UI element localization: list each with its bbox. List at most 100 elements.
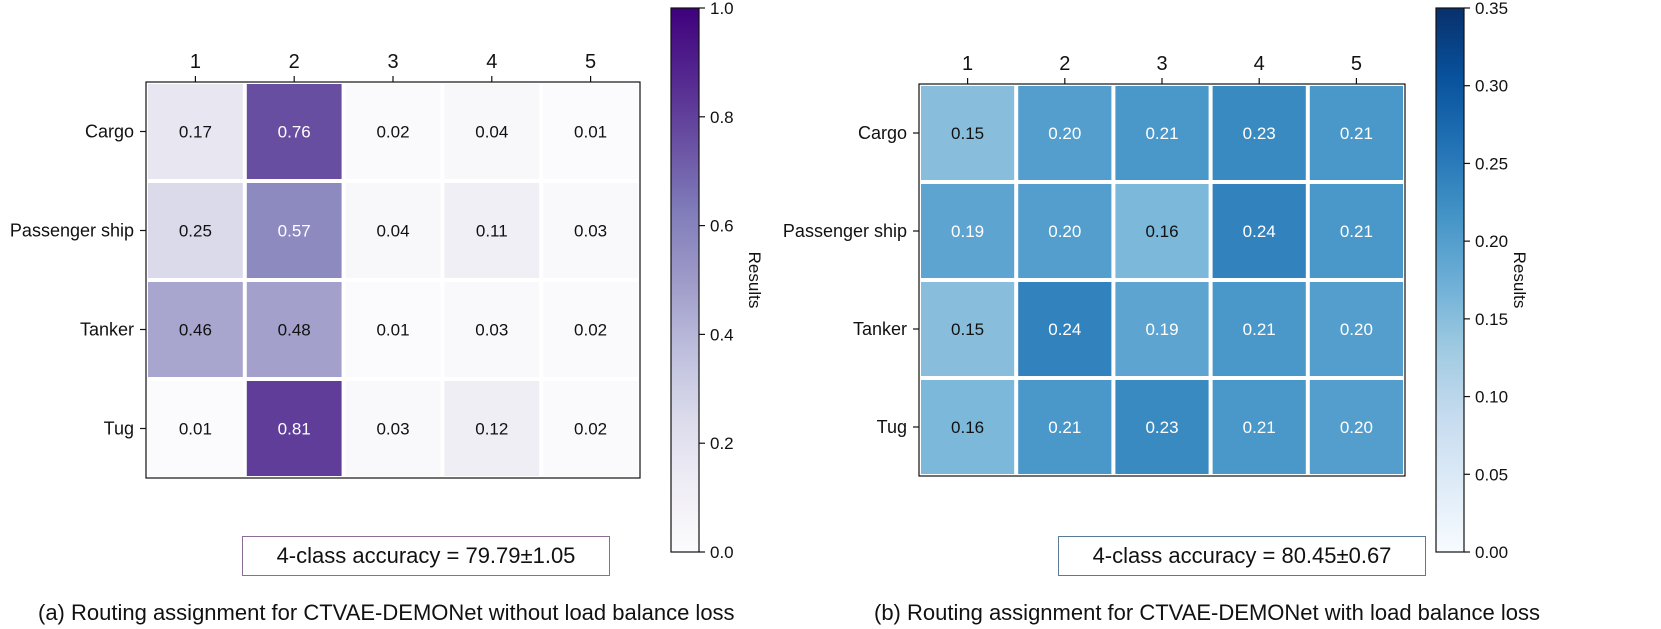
cell-value-label: 0.15 — [951, 320, 984, 339]
heatmap-cell — [1115, 282, 1209, 376]
row-tick-label: Tug — [104, 419, 134, 439]
heatmap-cell — [1018, 184, 1112, 278]
colorbar-tick-label: 0.00 — [1475, 543, 1508, 562]
heatmap-cell — [148, 282, 243, 377]
cell-value-label: 0.15 — [951, 124, 984, 143]
caption-b: (b) Routing assignment for CTVAE-DEMONet… — [874, 600, 1540, 625]
cell-value-label: 0.16 — [1145, 222, 1178, 241]
colorbar-tick-label: 0.0 — [710, 543, 734, 562]
heatmap-cell — [1212, 86, 1306, 180]
row-tick-label: Tanker — [80, 320, 134, 340]
colorbar-tick-label: 0.2 — [710, 434, 734, 453]
cell-value-label: 0.19 — [951, 222, 984, 241]
heatmap-cell — [1309, 380, 1403, 474]
cell-value-label: 0.21 — [1340, 124, 1373, 143]
cell-value-label: 0.02 — [376, 123, 409, 142]
cell-value-label: 0.57 — [278, 222, 311, 241]
cell-value-label: 0.21 — [1243, 320, 1276, 339]
heatmap-cell — [246, 84, 342, 179]
heatmap-cell — [1212, 184, 1306, 278]
heatmap-cell — [543, 183, 638, 278]
column-tick-label: 5 — [1351, 53, 1362, 75]
cell-value-label: 0.17 — [179, 123, 212, 142]
cell-value-label: 0.03 — [574, 222, 607, 241]
colorbar-label: Results — [745, 252, 764, 309]
heatmap-cell — [148, 183, 243, 278]
heatmap-cell — [345, 84, 441, 179]
cell-value-label: 0.20 — [1048, 124, 1081, 143]
colorbar — [670, 7, 700, 553]
heatmap-cell — [1115, 86, 1209, 180]
heatmap-cell — [1309, 86, 1403, 180]
heatmap-panel-a: 0.17 0.76 0.02 0.04 0.010.25 0.57 0.04 0.11 0.03… — [10, 0, 764, 562]
column-tick-label: 1 — [962, 53, 973, 75]
heatmap-cell — [444, 381, 540, 476]
column-tick-label: 1 — [190, 51, 201, 73]
cell-value-label: 0.20 — [1048, 222, 1081, 241]
cell-value-label: 0.20 — [1340, 320, 1373, 339]
colorbar-tick-label: 0.15 — [1475, 310, 1508, 329]
cell-value-label: 0.01 — [179, 420, 212, 439]
caption-a: (a) Routing assignment for CTVAE-DEMONet… — [38, 600, 735, 625]
cell-value-label: 0.02 — [574, 321, 607, 340]
colorbar-tick-label: 0.4 — [710, 325, 734, 344]
heatmap-cell — [148, 381, 243, 476]
cell-value-label: 0.01 — [574, 123, 607, 142]
cell-value-label: 0.48 — [278, 321, 311, 340]
cell-value-label: 0.21 — [1048, 418, 1081, 437]
cell-value-label: 0.20 — [1340, 418, 1373, 437]
row-tick-label: Tug — [877, 417, 907, 437]
cell-value-label: 0.46 — [179, 321, 212, 340]
cell-value-label: 0.81 — [278, 420, 311, 439]
heatmap-cell — [246, 282, 342, 377]
heatmap-cell — [543, 84, 638, 179]
column-tick-label: 5 — [585, 51, 596, 73]
row-tick-label: Tanker — [853, 319, 907, 339]
heatmap-cell — [1018, 86, 1112, 180]
colorbar-tick-label: 0.8 — [710, 108, 734, 127]
heatmap-cell — [921, 380, 1015, 474]
cell-value-label: 0.25 — [179, 222, 212, 241]
cell-value-label: 0.04 — [475, 123, 508, 142]
colorbar — [1435, 7, 1465, 553]
colorbar-label: Results — [1510, 252, 1529, 309]
column-tick-label: 3 — [387, 51, 398, 73]
column-tick-label: 4 — [486, 51, 497, 73]
row-tick-label: Cargo — [85, 122, 134, 142]
heatmap-cell — [1309, 184, 1403, 278]
cell-value-label: 0.23 — [1243, 124, 1276, 143]
accuracy-annotation-b: 4-class accuracy = 80.45±0.67 — [1058, 536, 1426, 576]
heatmap-cell — [1018, 380, 1112, 474]
column-tick-label: 4 — [1254, 53, 1265, 75]
colorbar-tick-label: 1.0 — [710, 0, 734, 18]
cell-value-label: 0.21 — [1340, 222, 1373, 241]
heatmap-cell — [543, 381, 638, 476]
colorbar-tick-label: 0.05 — [1475, 465, 1508, 484]
cell-value-label: 0.24 — [1048, 320, 1081, 339]
heatmap-cell — [1309, 282, 1403, 376]
cell-value-label: 0.23 — [1145, 418, 1178, 437]
heatmap-cell — [444, 282, 540, 377]
cell-value-label: 0.03 — [475, 321, 508, 340]
cell-value-label: 0.76 — [278, 123, 311, 142]
heatmap-cell — [148, 84, 243, 179]
cell-value-label: 0.11 — [476, 222, 508, 241]
heatmap-cell — [543, 282, 638, 377]
colorbar-tick-label: 0.30 — [1475, 77, 1508, 96]
row-tick-label: Cargo — [858, 123, 907, 143]
column-tick-label: 2 — [1059, 53, 1070, 75]
heatmap-cell — [444, 84, 540, 179]
row-tick-label: Passenger ship — [10, 221, 134, 241]
colorbar-tick-label: 0.6 — [710, 217, 734, 236]
heatmap-cell — [1212, 282, 1306, 376]
colorbar-tick-label: 0.35 — [1475, 0, 1508, 18]
cell-value-label: 0.01 — [376, 321, 409, 340]
colorbar-tick-label: 0.10 — [1475, 388, 1508, 407]
heatmap-cell — [345, 381, 441, 476]
cell-value-label: 0.21 — [1243, 418, 1276, 437]
heatmap-cell — [246, 183, 342, 278]
cell-value-label: 0.12 — [475, 420, 508, 439]
heatmap-cell — [1212, 380, 1306, 474]
column-tick-label: 2 — [289, 51, 300, 73]
heatmap-cell — [921, 184, 1015, 278]
